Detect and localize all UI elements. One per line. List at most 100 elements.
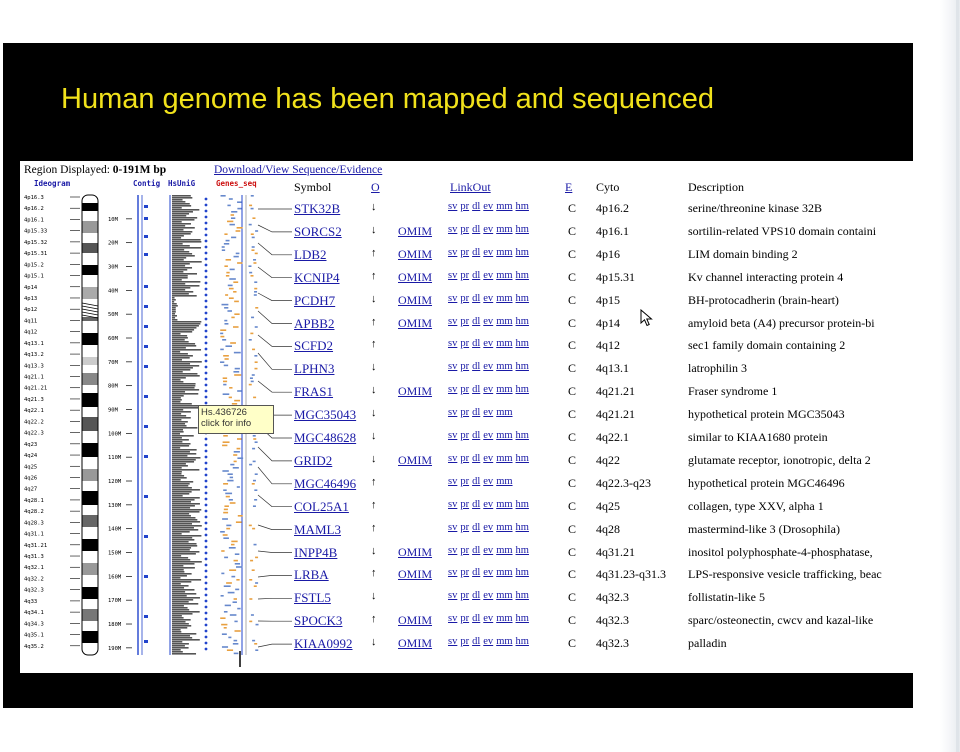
omim-link[interactable]: OMIM [398,453,432,468]
linkout-dl-link[interactable]: dl [472,636,480,647]
linkout-pr-link[interactable]: pr [460,590,469,601]
linkout-pr-link[interactable]: pr [460,293,469,304]
linkout-ev-link[interactable]: ev [483,545,493,556]
linkout-pr-link[interactable]: pr [460,430,469,441]
linkout-hm-link[interactable]: hm [516,201,529,212]
omim-link[interactable]: OMIM [398,613,432,628]
linkout-hm-link[interactable]: hm [516,247,529,258]
linkout-dl-link[interactable]: dl [472,316,480,327]
linkout-mm-link[interactable]: mm [496,590,512,601]
gene-symbol-link[interactable]: COL25A1 [294,499,349,515]
gene-symbol-link[interactable]: LDB2 [294,247,327,263]
linkout-dl-link[interactable]: dl [472,247,480,258]
linkout-hm-link[interactable]: hm [516,384,529,395]
linkout-sv-link[interactable]: sv [448,545,457,556]
linkout-pr-link[interactable]: pr [460,316,469,327]
gene-symbol-link[interactable]: FSTL5 [294,590,331,606]
omim-link[interactable]: OMIM [398,636,432,651]
linkout-mm-link[interactable]: mm [496,224,512,235]
linkout-hm-link[interactable]: hm [516,293,529,304]
linkout-sv-link[interactable]: sv [448,316,457,327]
linkout-mm-link[interactable]: mm [496,201,512,212]
gene-symbol-link[interactable]: MAML3 [294,522,341,538]
linkout-ev-link[interactable]: ev [483,476,493,487]
linkout-mm-link[interactable]: mm [496,316,512,327]
linkout-mm-link[interactable]: mm [496,270,512,281]
linkout-pr-link[interactable]: pr [460,567,469,578]
omim-link[interactable]: OMIM [398,224,432,239]
linkout-sv-link[interactable]: sv [448,590,457,601]
linkout-pr-link[interactable]: pr [460,636,469,647]
linkout-pr-link[interactable]: pr [460,476,469,487]
linkout-hm-link[interactable]: hm [516,316,529,327]
gene-symbol-link[interactable]: PCDH7 [294,293,335,309]
linkout-ev-link[interactable]: ev [483,590,493,601]
linkout-pr-link[interactable]: pr [460,361,469,372]
linkout-dl-link[interactable]: dl [472,201,480,212]
ideogram-track-header[interactable]: Ideogram [34,179,70,188]
linkout-mm-link[interactable]: mm [496,545,512,556]
linkout-dl-link[interactable]: dl [472,453,480,464]
linkout-pr-link[interactable]: pr [460,201,469,212]
linkout-hm-link[interactable]: hm [516,453,529,464]
linkout-sv-link[interactable]: sv [448,338,457,349]
linkout-hm-link[interactable]: hm [516,613,529,624]
linkout-sv-link[interactable]: sv [448,247,457,258]
gene-symbol-link[interactable]: FRAS1 [294,384,333,400]
linkout-hm-link[interactable]: hm [516,499,529,510]
linkout-hm-link[interactable]: hm [516,522,529,533]
linkout-hm-link[interactable]: hm [516,361,529,372]
linkout-mm-link[interactable]: mm [496,522,512,533]
omim-link[interactable]: OMIM [398,247,432,262]
gene-symbol-link[interactable]: GRID2 [294,453,332,469]
gene-symbol-link[interactable]: KCNIP4 [294,270,340,286]
linkout-mm-link[interactable]: mm [496,361,512,372]
linkout-sv-link[interactable]: sv [448,499,457,510]
linkout-dl-link[interactable]: dl [472,407,480,418]
gene-symbol-link[interactable]: MGC48628 [294,430,356,446]
linkout-sv-link[interactable]: sv [448,361,457,372]
linkout-sv-link[interactable]: sv [448,201,457,212]
omim-link[interactable]: OMIM [398,567,432,582]
linkout-pr-link[interactable]: pr [460,270,469,281]
linkout-ev-link[interactable]: ev [483,567,493,578]
linkout-sv-link[interactable]: sv [448,636,457,647]
linkout-hm-link[interactable]: hm [516,224,529,235]
gene-symbol-link[interactable]: LPHN3 [294,361,334,377]
linkout-pr-link[interactable]: pr [460,407,469,418]
gene-symbol-link[interactable]: MGC35043 [294,407,356,423]
linkout-mm-link[interactable]: mm [496,636,512,647]
linkout-mm-link[interactable]: mm [496,567,512,578]
linkout-pr-link[interactable]: pr [460,545,469,556]
hsunig-track-header[interactable]: HsUniG [168,179,195,188]
linkout-dl-link[interactable]: dl [472,270,480,281]
gene-symbol-link[interactable]: APBB2 [294,316,334,332]
linkout-hm-link[interactable]: hm [516,636,529,647]
gene-symbol-link[interactable]: STK32B [294,201,340,217]
linkout-sv-link[interactable]: sv [448,270,457,281]
linkout-sv-link[interactable]: sv [448,613,457,624]
omim-link[interactable]: OMIM [398,270,432,285]
linkout-sv-link[interactable]: sv [448,293,457,304]
linkout-dl-link[interactable]: dl [472,590,480,601]
linkout-pr-link[interactable]: pr [460,522,469,533]
linkout-ev-link[interactable]: ev [483,270,493,281]
linkout-dl-link[interactable]: dl [472,613,480,624]
linkout-pr-link[interactable]: pr [460,453,469,464]
download-sequence-link[interactable]: Download/View Sequence/Evidence [214,164,382,176]
linkout-mm-link[interactable]: mm [496,293,512,304]
linkout-ev-link[interactable]: ev [483,247,493,258]
gene-symbol-link[interactable]: MGC46496 [294,476,356,492]
contig-track-header[interactable]: Contig [133,179,160,188]
omim-link[interactable]: OMIM [398,384,432,399]
gene-symbol-link[interactable]: SCFD2 [294,338,333,354]
linkout-hm-link[interactable]: hm [516,270,529,281]
omim-link[interactable]: OMIM [398,316,432,331]
omim-link[interactable]: OMIM [398,545,432,560]
linkout-hm-link[interactable]: hm [516,567,529,578]
linkout-ev-link[interactable]: ev [483,636,493,647]
gene-symbol-link[interactable]: LRBA [294,567,329,583]
linkout-dl-link[interactable]: dl [472,522,480,533]
linkout-mm-link[interactable]: mm [496,407,512,418]
linkout-pr-link[interactable]: pr [460,247,469,258]
